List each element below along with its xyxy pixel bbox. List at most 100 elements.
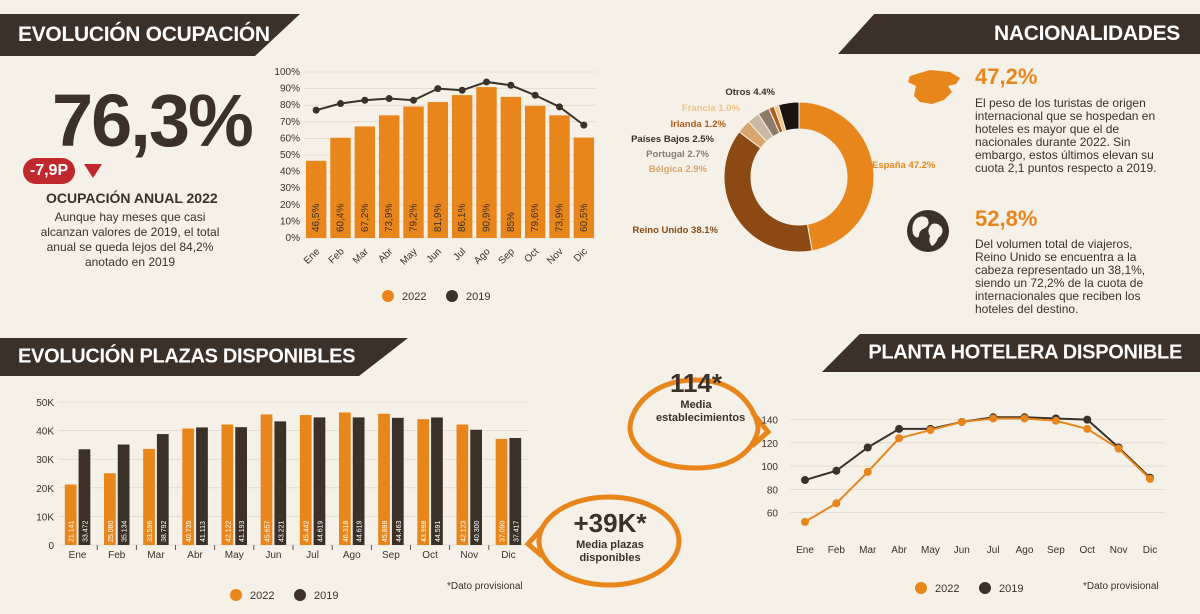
places-x-tick: Sep bbox=[382, 550, 400, 561]
places-bar-2022 bbox=[260, 414, 273, 545]
places-bar-2019 bbox=[509, 437, 522, 545]
occ-y-tick: 90% bbox=[280, 84, 300, 95]
hotels-section-banner: PLANTA HOTELERA DISPONIBLE bbox=[822, 334, 1200, 372]
occ-point-2019 bbox=[434, 85, 442, 93]
occ-bar-label: 85% bbox=[506, 212, 517, 232]
places-bar-label: 37.090 bbox=[500, 520, 507, 542]
occ-point-2019 bbox=[556, 103, 563, 111]
places-bar-label: 42.123 bbox=[460, 520, 467, 542]
places-bar-2019 bbox=[78, 449, 91, 545]
places-bar-label: 40.300 bbox=[474, 520, 481, 542]
places-bar-label: 25.080 bbox=[108, 520, 115, 542]
hotels-point-2022 bbox=[832, 499, 841, 508]
occ-y-tick: 30% bbox=[280, 183, 300, 194]
occ-x-tick: Abr bbox=[377, 246, 396, 265]
hotels-point-2022 bbox=[957, 417, 966, 426]
nat-slice-label: Irlanda 1.2% bbox=[671, 119, 727, 130]
occ-bar-label: 81,9% bbox=[433, 204, 444, 232]
occ-bar-2022 bbox=[500, 96, 522, 239]
places-bar-2022 bbox=[378, 413, 390, 545]
occ-y-tick: 50% bbox=[280, 150, 300, 161]
places-avg-label: Media plazas disponibles bbox=[576, 539, 644, 564]
places-x-tick: Abr bbox=[187, 550, 203, 561]
occupancy-section-banner: EVOLUCIÓN OCUPACIÓN bbox=[0, 14, 300, 56]
places-bar-label: 42.122 bbox=[225, 520, 232, 542]
places-bar-label: 45.657 bbox=[265, 520, 272, 542]
occ-bar-2022 bbox=[524, 105, 546, 238]
places-bar-label: 44.591 bbox=[435, 520, 442, 542]
occ-legend-2022-label: 2022 bbox=[402, 291, 426, 303]
occ-point-2019 bbox=[361, 96, 369, 104]
places-bar-label: 40.735 bbox=[186, 520, 193, 542]
places-bar-label: 43.221 bbox=[278, 520, 285, 542]
places-section-title: EVOLUCIÓN PLAZAS DISPONIBLES bbox=[18, 345, 356, 368]
places-y-tick: 50K bbox=[36, 398, 54, 409]
occ-x-tick: Jul bbox=[451, 246, 468, 263]
occ-x-tick: Nov bbox=[545, 246, 565, 266]
nat-slice bbox=[798, 101, 875, 252]
hotels-legend-2022-dot bbox=[915, 582, 927, 594]
occ-point-2019 bbox=[337, 100, 344, 108]
occ-bar-2022 bbox=[427, 102, 449, 239]
occupancy-label: OCUPACIÓN ANUAL 2022 bbox=[46, 190, 218, 206]
occ-bar-label: 67,2% bbox=[360, 204, 371, 232]
occ-y-tick: 60% bbox=[280, 133, 300, 144]
places-y-tick: 20K bbox=[36, 484, 54, 495]
uk-share-value: 52,8% bbox=[975, 206, 1038, 231]
places-bar-2019 bbox=[470, 429, 482, 545]
occ-bar-label: 60,5% bbox=[579, 204, 590, 232]
hotels-y-tick: 140 bbox=[761, 416, 778, 427]
occ-x-tick: May bbox=[398, 246, 419, 267]
places-bubble-tail bbox=[524, 526, 544, 558]
hotels-point-2022 bbox=[1114, 444, 1123, 453]
places-bar-label: 45.899 bbox=[382, 520, 389, 542]
occ-bar-label: 79,2% bbox=[409, 204, 420, 232]
hotels-x-tick: Feb bbox=[828, 545, 846, 556]
places-bar-label: 38.792 bbox=[161, 520, 168, 542]
places-bar-label: 45.442 bbox=[304, 520, 311, 542]
places-bar-2022 bbox=[417, 419, 430, 545]
occupancy-section-title: EVOLUCIÓN OCUPACIÓN bbox=[18, 23, 270, 46]
occ-point-2019 bbox=[410, 96, 417, 104]
occ-y-tick: 10% bbox=[280, 216, 300, 227]
occupancy-delta-badge: -7,9P bbox=[23, 158, 75, 184]
places-x-tick: Ene bbox=[69, 550, 87, 561]
places-x-tick: Mar bbox=[147, 550, 165, 561]
places-legend-2022-label: 2022 bbox=[250, 590, 274, 602]
establishments-value: 114* bbox=[669, 368, 723, 398]
hotels-x-tick: Dic bbox=[1143, 545, 1157, 556]
hotels-y-tick: 120 bbox=[761, 439, 778, 450]
hotels-x-tick: May bbox=[921, 545, 940, 556]
hotels-x-tick: Ene bbox=[796, 545, 814, 556]
establishments-label: Media establecimientos bbox=[656, 399, 746, 424]
places-legend-2019-label: 2019 bbox=[314, 590, 338, 602]
occ-y-tick: 80% bbox=[280, 100, 300, 111]
places-bar-2022 bbox=[495, 438, 508, 545]
hotels-x-tick: Mar bbox=[859, 545, 877, 556]
hotels-legend-2019-label: 2019 bbox=[999, 583, 1023, 595]
spain-share-value: 47,2% bbox=[975, 64, 1038, 89]
nat-slice-label: Bélgica 2.9% bbox=[649, 164, 708, 175]
occ-bar-2022 bbox=[573, 137, 595, 238]
places-bar-2019 bbox=[117, 444, 130, 545]
occ-bar-2022 bbox=[305, 160, 327, 238]
nat-slice-label: Países Bajos 2.5% bbox=[631, 134, 714, 145]
places-x-tick: Dic bbox=[501, 550, 515, 561]
hotels-point-2019 bbox=[1083, 415, 1092, 424]
places-x-tick: Jun bbox=[265, 550, 281, 561]
places-x-tick: Feb bbox=[108, 550, 126, 561]
places-bar-label: 46.318 bbox=[343, 520, 350, 542]
places-bar-2022 bbox=[456, 424, 469, 545]
places-bar-label: 41.113 bbox=[200, 521, 207, 542]
occ-y-tick: 0% bbox=[286, 233, 301, 244]
hotels-point-2019 bbox=[832, 466, 841, 475]
uk-share-text: Del volumen total de viajeros, Reino Uni… bbox=[975, 237, 1146, 316]
occ-x-tick: Sep bbox=[497, 246, 518, 267]
places-bar-2022 bbox=[339, 412, 351, 545]
places-bar-2019 bbox=[313, 417, 326, 545]
occ-bar-2022 bbox=[378, 115, 400, 238]
places-bar-2019 bbox=[156, 434, 169, 545]
occ-point-2019 bbox=[312, 106, 320, 114]
hotels-point-2019 bbox=[801, 476, 809, 485]
places-y-tick: 0 bbox=[48, 541, 54, 552]
